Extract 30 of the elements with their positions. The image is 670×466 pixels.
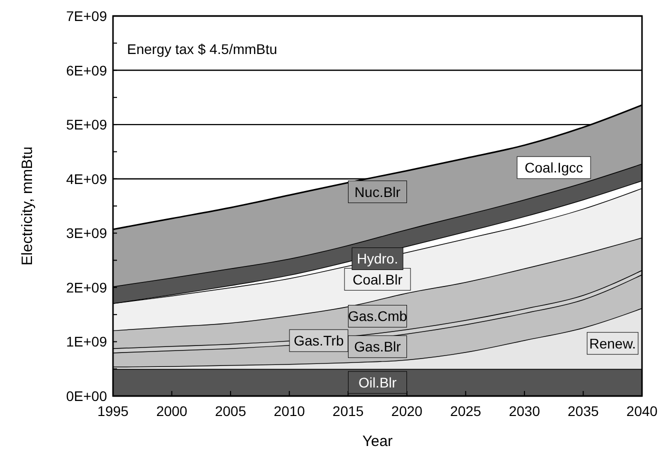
series-label: Nuc.Blr	[354, 184, 401, 200]
y-tick-label: 1E+09	[66, 334, 108, 350]
x-tick-label: 2020	[391, 403, 423, 419]
x-axis-title: Year	[362, 433, 393, 450]
x-tick-label: 2000	[156, 403, 188, 419]
x-tick-label: 2040	[626, 403, 658, 419]
x-tick-label: 2010	[274, 403, 306, 419]
series-label: Renew.	[589, 335, 636, 352]
series-label: Coal.Blr	[352, 271, 403, 288]
x-tick-label: 1995	[97, 403, 129, 419]
y-tick-label: 4E+09	[66, 170, 108, 187]
y-tick-label: 2E+09	[66, 279, 108, 296]
x-tick-label: 2025	[450, 403, 482, 419]
series-label: Oil.Blr	[358, 374, 397, 390]
x-tick-label: 2030	[508, 403, 540, 419]
y-tick-label: 5E+09	[66, 116, 108, 133]
y-tick-label: 6E+09	[66, 62, 108, 78]
annotation: Energy tax $ 4.5/mmBtu	[127, 41, 278, 57]
x-tick-label: 2005	[214, 403, 246, 419]
y-tick-label: 7E+09	[66, 8, 108, 24]
series-label: Gas.Trb	[294, 332, 344, 349]
y-axis-title: Electricity, mmBtu	[19, 146, 36, 266]
y-tick-label: 3E+09	[66, 225, 108, 242]
x-tick-label: 2035	[568, 403, 600, 419]
series-label: Coal.Igcc	[524, 160, 584, 176]
legend-label: Gas.Blr	[354, 338, 402, 355]
x-tick-label: 2015	[332, 403, 364, 419]
series-label: Gas.Cmb	[348, 308, 408, 324]
series-label: Hydro.	[356, 250, 398, 267]
y-tick-label: 0E+00	[66, 388, 108, 404]
